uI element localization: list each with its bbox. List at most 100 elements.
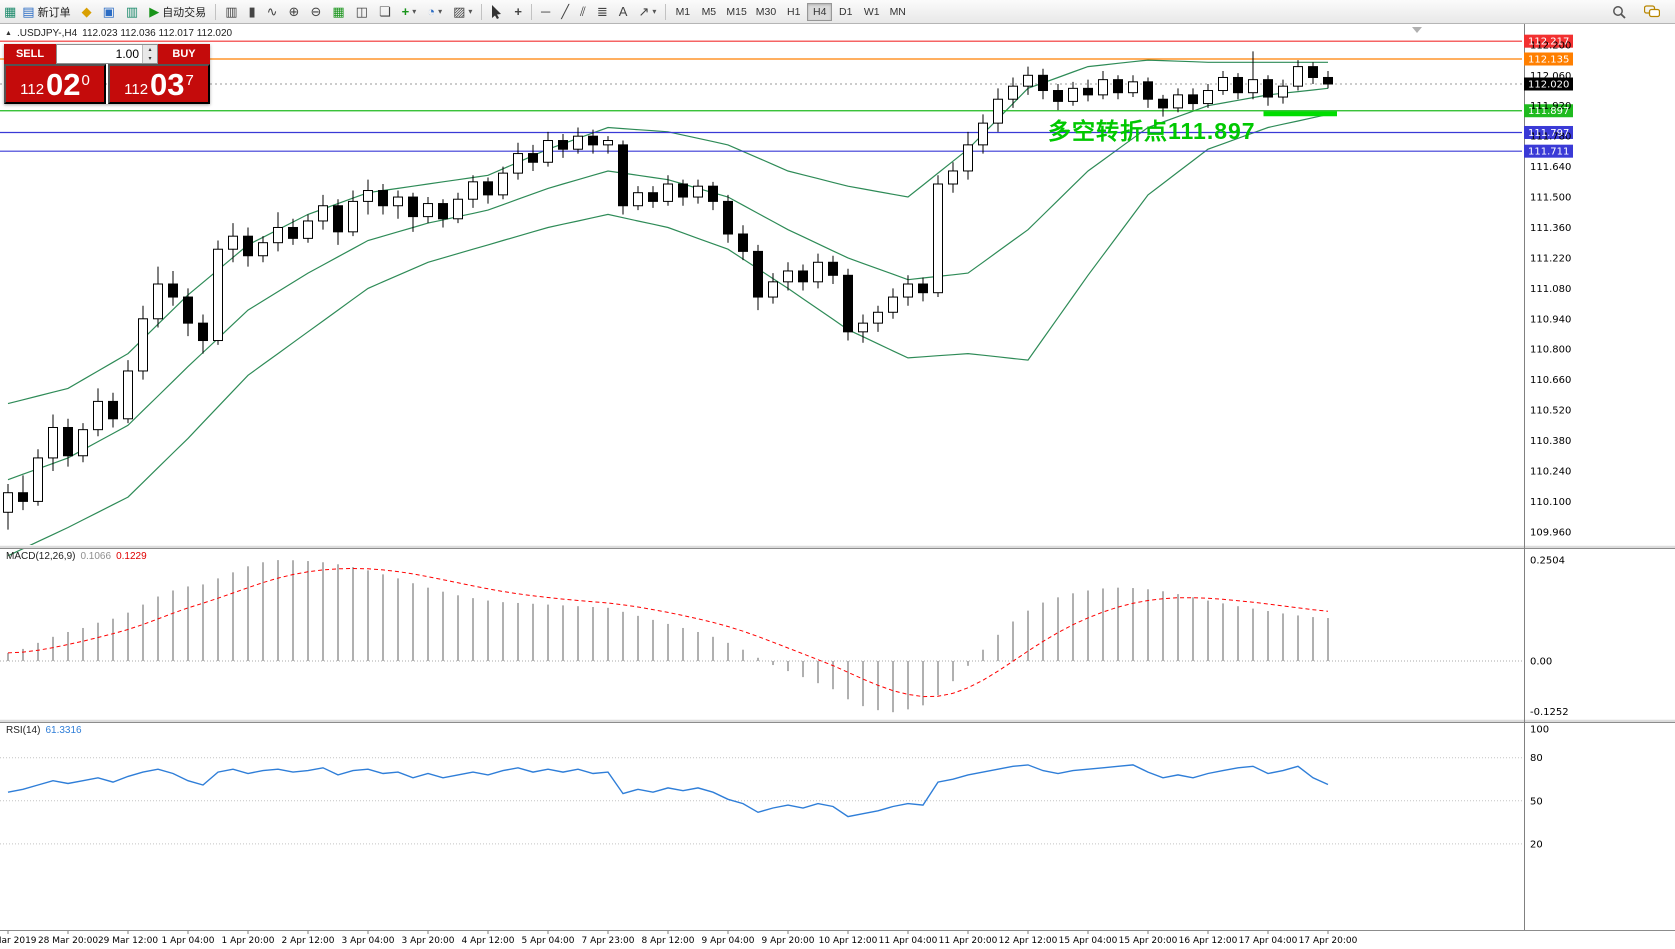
periods-button[interactable]: ◔ ▾ [422,2,447,22]
rsi-line [7,764,1329,818]
bollinger-lower [7,113,1329,557]
timeframe-w1-button[interactable]: W1 [859,3,884,21]
sell-price-pips: 02 [46,67,81,103]
svg-text:111.500: 111.500 [1530,193,1571,204]
svg-text:0.2504: 0.2504 [1530,556,1565,567]
trendline-tool-button[interactable]: ╱ [556,2,574,22]
chart-shift-marker [1412,27,1422,33]
timeframe-m30-button[interactable]: M30 [752,3,780,21]
svg-text:110.100: 110.100 [1530,497,1571,508]
zoom-in-button[interactable]: ⊕ [284,2,305,22]
volume-up-button[interactable]: ▴ [143,45,157,54]
navigator-button[interactable]: ▥ [121,2,143,22]
svg-text:110.380: 110.380 [1530,436,1571,447]
sell-price-pipette: 0 [81,72,90,89]
timeframe-m15-button[interactable]: M15 [722,3,750,21]
macd-main-value: 0.1066 [80,551,112,562]
volume-field: ▴ ▾ [56,44,158,64]
autotrade-label: 自动交易 [162,6,207,19]
svg-text:110.940: 110.940 [1530,314,1571,325]
price-badge-112.020 [1524,77,1573,91]
volume-input[interactable] [57,45,142,63]
svg-text:111.780: 111.780 [1530,132,1571,143]
candles-layer [3,27,1422,530]
zoom-out-button[interactable]: ⊖ [305,2,326,22]
tile-windows-button[interactable]: ◫ [351,2,373,22]
price-badge-111.797 [1524,125,1573,139]
buy-price-pipette: 7 [185,72,194,89]
timeframe-h4-button[interactable]: H4 [807,2,833,21]
hline-tool-button[interactable]: ─ [536,2,555,22]
svg-text:110.240: 110.240 [1530,466,1571,477]
templates-button[interactable]: ▨ ▾ [448,2,477,22]
data-window-icon: ▣ [102,4,115,19]
svg-text:110.800: 110.800 [1530,345,1571,356]
timeframe-m1-button[interactable]: M1 [670,3,695,21]
buy-label-button[interactable]: BUY [158,44,210,64]
timeframe-m5-button[interactable]: M5 [696,3,721,21]
fibonacci-icon: ≣ [596,4,608,19]
svg-text:111.220: 111.220 [1530,253,1571,264]
search-button[interactable] [1607,2,1631,22]
bar-chart-button[interactable]: ▥ [220,2,242,22]
svg-text:111.897: 111.897 [1528,106,1569,117]
svg-text:4 Apr 12:00: 4 Apr 12:00 [462,936,515,946]
bar-chart-icon: ▥ [225,4,238,19]
channel-tool-button[interactable]: ⫽ [575,2,591,22]
indicators-button[interactable]: + ▾ [397,2,422,22]
svg-text:3 Apr 20:00: 3 Apr 20:00 [402,936,455,946]
data-window-button[interactable]: ▣ [98,2,120,22]
timeframe-h1-button[interactable]: H1 [781,3,806,21]
svg-text:112.135: 112.135 [1528,54,1569,65]
turning-point-annotation[interactable]: 多空转折点111.897 [1048,118,1256,144]
buy-price-button[interactable]: 112 03 7 [108,64,210,104]
buy-price-pips: 03 [150,67,185,103]
tile-windows-icon: ◫ [355,4,368,19]
svg-text:111.640: 111.640 [1530,162,1571,173]
grid-button[interactable]: ▦ [327,2,349,22]
chevron-down-icon: ▾ [468,7,473,16]
volume-down-button[interactable]: ▾ [143,54,157,63]
horizontal-line-icon: ─ [541,4,551,19]
autotrade-button[interactable]: ▶ 自动交易 [144,2,211,22]
fibonacci-tool-button[interactable]: ≣ [592,2,613,22]
sell-label-button[interactable]: SELL [4,44,56,64]
svg-text:12 Apr 12:00: 12 Apr 12:00 [999,936,1058,946]
text-tool-icon: A [618,4,628,19]
svg-text:20: 20 [1530,839,1543,850]
template-icon: ▨ [453,4,466,19]
chevron-down-icon: ▾ [652,7,657,16]
sell-price-button[interactable]: 112 02 0 [4,64,106,104]
line-chart-button[interactable]: ∿ [262,2,283,22]
crosshair-icon: + [514,4,522,19]
crosshair-button[interactable]: + [509,2,527,22]
timeframe-d1-button[interactable]: D1 [833,3,858,21]
svg-text:9 Apr 20:00: 9 Apr 20:00 [762,936,815,946]
svg-text:110.660: 110.660 [1530,375,1571,386]
svg-text:7 Apr 23:00: 7 Apr 23:00 [582,936,635,946]
svg-text:111.797: 111.797 [1528,128,1569,139]
cursor-button[interactable] [486,2,508,22]
time-axis-layer [7,931,1329,934]
text-tool-button[interactable]: A [614,2,633,22]
chat-button[interactable] [1639,2,1665,22]
svg-text:5 Apr 04:00: 5 Apr 04:00 [522,936,575,946]
svg-text:10 Apr 12:00: 10 Apr 12:00 [819,936,878,946]
svg-text:112.020: 112.020 [1528,80,1569,91]
clock-icon: ◔ [427,4,436,19]
cascade-windows-button[interactable]: ❏ [374,2,396,22]
svg-text:0.00: 0.00 [1530,657,1552,668]
ohlc-values: 112.023 112.036 112.017 112.020 [82,28,233,39]
toolbar: ▦ ▤ 新订单 ◆ ▣ ▥ ▶ 自动交易 ▥ ▮ ∿ ⊕ ⊖ ▦ ◫ ❏ + ▾… [0,0,1675,24]
svg-text:8 Apr 12:00: 8 Apr 12:00 [642,936,695,946]
new-order-label: 新订单 [37,6,71,19]
toolbar-separator [215,3,217,20]
new-order-button[interactable]: ▤ 新订单 [17,2,75,22]
collapse-icon[interactable]: ▲ [5,30,12,37]
market-watch-button[interactable]: ◆ [77,2,97,22]
timeframe-mn-button[interactable]: MN [885,3,910,21]
candlestick-button[interactable]: ▮ [243,2,260,22]
price-axis-layer [0,24,1675,931]
shapes-tool-button[interactable]: ↗ ▾ [633,2,661,22]
